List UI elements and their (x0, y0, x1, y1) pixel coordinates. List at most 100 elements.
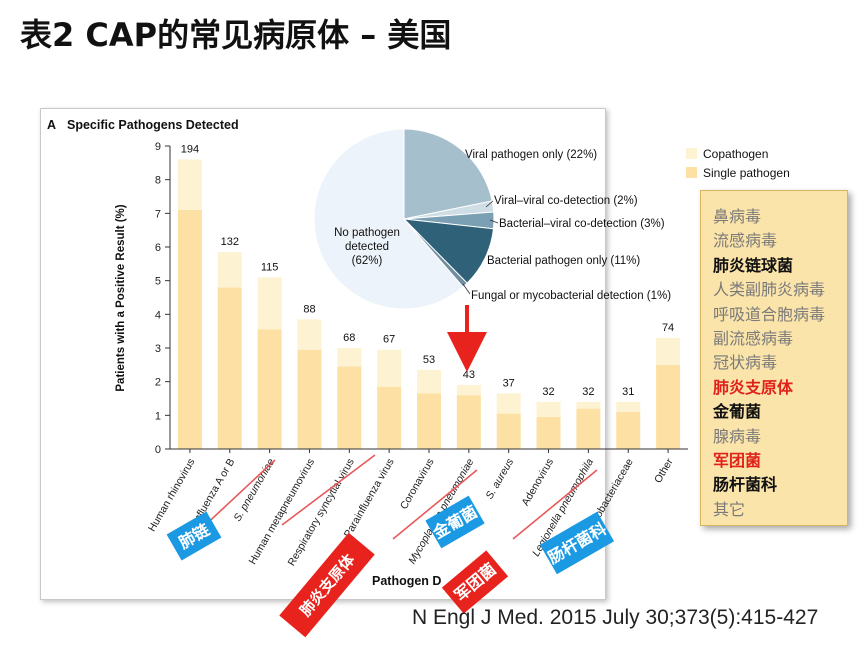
y-tick-label-9: 9 (155, 141, 161, 153)
bar-label-9: 32 (542, 386, 554, 398)
bar-copathogen-10 (576, 401, 601, 409)
y-tick-label-2: 2 (155, 377, 161, 389)
panel-label: A (47, 118, 56, 132)
pie-label-fungal: Fungal or mycobacterial detection (1%) (471, 290, 671, 302)
red-underline-3 (281, 454, 376, 526)
bar-copathogen-8 (496, 393, 521, 414)
pathogen-list-item-11: 肠杆菌科 (713, 475, 778, 495)
x-tick-label-2: S. pneumoniae (232, 456, 278, 523)
y-tick-label-7: 7 (155, 208, 161, 220)
legend-label-single: Single pathogen (703, 166, 790, 180)
bar-single-11 (616, 411, 641, 449)
pathogen-list-item-10: 军团菌 (713, 451, 762, 471)
bar-single-3 (297, 349, 322, 449)
pie-leader-fungal (462, 283, 471, 295)
bar-copathogen-6 (417, 369, 441, 394)
bar-single-8 (496, 413, 521, 449)
legend-swatch-copathogen (686, 148, 697, 159)
blue-tag-enterobacteriaceae-bg (539, 511, 615, 575)
pie-leader-bacterial-viral (489, 219, 499, 224)
bar-single-5 (377, 386, 402, 449)
bar-copathogen-7 (456, 385, 481, 396)
pie-label-viral-only: Viral pathogen only (22%) (465, 149, 597, 161)
bar-label-12: 74 (662, 322, 674, 334)
pie-leader-viral-viral (485, 200, 494, 208)
bar-label-8: 37 (503, 377, 515, 389)
y-tick-label-5: 5 (155, 276, 161, 288)
bar-label-4: 68 (343, 332, 355, 344)
pathogen-list-box: 鼻病毒流感病毒肺炎链球菌人类副肺炎病毒 呼吸道合胞病毒 副流感病毒冠状病毒肺炎支原体… (700, 190, 848, 526)
bar-copathogen-0 (177, 159, 202, 210)
bar-label-7: 43 (463, 369, 475, 381)
bar-label-10: 32 (582, 386, 594, 398)
pie-label-no-pathogen-1: No pathogen (334, 227, 400, 239)
bar-single-7 (456, 395, 481, 449)
citation: N Engl J Med. 2015 July 30;373(5):415-42… (412, 606, 819, 629)
pathogen-list-item-3: 人类副肺炎病毒 (713, 280, 826, 300)
red-tag-mycoplasma-bg (279, 532, 375, 638)
chart-title: Specific Pathogens Detected (67, 118, 239, 132)
pathogen-list-item-12: 其它 (713, 499, 746, 519)
red-underline-0 (199, 459, 276, 531)
y-tick-label-0: 0 (155, 444, 161, 456)
x-tick-label-8: S. aureus (483, 456, 516, 502)
pathogen-list-item-1: 流感病毒 (713, 231, 778, 251)
slide-title: 表2 CAP的常见病原体 – 美国 (20, 16, 452, 54)
bar-single-10 (576, 408, 601, 449)
y-axis-label: Patients with a Positive Result (%) (115, 204, 127, 391)
pathogen-list-item-5: 副流感病毒 (713, 329, 794, 349)
y-tick-label-4: 4 (155, 309, 161, 321)
blue-tag-pneumococcus: 肺链 (166, 511, 222, 561)
bar-single-0 (177, 209, 202, 449)
bar-copathogen-5 (377, 349, 402, 387)
y-tick-label-8: 8 (155, 175, 161, 187)
x-tick-label-6: Coronavirus (398, 457, 437, 512)
y-tick-label-6: 6 (155, 242, 161, 254)
bar-single-2 (257, 329, 282, 449)
blue-tag-s-aureus-bg (425, 495, 485, 549)
bar-label-6: 53 (423, 354, 435, 366)
pathogen-list-item-8: 金葡菌 (713, 402, 762, 422)
pathogen-list: 鼻病毒流感病毒肺炎链球菌人类副肺炎病毒 呼吸道合胞病毒 副流感病毒冠状病毒肺炎支原体… (701, 191, 847, 522)
pathogen-list-item-2: 肺炎链球菌 (713, 255, 794, 275)
bar-copathogen-12 (656, 337, 681, 365)
pie-label-bacterial-viral: Bacterial–viral co-detection (3%) (499, 218, 665, 230)
x-tick-label-1: Influenza A or B (190, 457, 237, 527)
pathogen-list-item-4: 呼吸道合胞病毒 (713, 304, 826, 324)
bar-label-5: 67 (383, 334, 395, 346)
pathogen-list-item-7: 肺炎支原体 (713, 377, 794, 397)
bar-label-3: 88 (303, 303, 315, 315)
y-tick-label-1: 1 (155, 410, 161, 422)
legend-swatch-single (686, 167, 697, 178)
blue-tag-s-aureus: 金葡菌 (425, 495, 485, 549)
x-tick-label-9: Adenovirus (519, 457, 556, 508)
bar-single-6 (417, 393, 441, 449)
red-underline-2 (512, 469, 598, 540)
pie-label-no-pathogen-2: detected (345, 241, 389, 253)
bar-copathogen-2 (257, 277, 282, 330)
y-tick-label-3: 3 (155, 343, 161, 355)
pie-label-viral-viral: Viral–viral co-detection (2%) (494, 195, 638, 207)
pie-slice-viral-only (403, 128, 493, 220)
pie-label-bacterial-only: Bacterial pathogen only (11%) (487, 255, 640, 267)
pie-label-no-pathogen-3: (62%) (352, 255, 383, 267)
bar-single-4 (337, 366, 362, 449)
pathogen-list-item-9: 腺病毒 (713, 426, 762, 446)
bar-single-12 (656, 364, 681, 449)
pathogen-list-item-0: 鼻病毒 (713, 207, 762, 226)
red-underline-1 (392, 469, 478, 540)
x-tick-label-12: Other (652, 456, 676, 485)
bar-single-9 (536, 417, 561, 449)
legend-label-copathogen: Copathogen (703, 147, 768, 161)
bar-copathogen-3 (297, 319, 322, 350)
pathogen-list-item-6: 冠状病毒 (713, 353, 778, 373)
bar-copathogen-4 (337, 348, 362, 367)
bar-label-1: 132 (221, 236, 239, 248)
bar-single-1 (217, 287, 242, 449)
pie-slice-no-pathogen (313, 128, 464, 310)
bar-copathogen-9 (536, 401, 561, 418)
bar-label-11: 31 (622, 386, 634, 398)
red-tag-legionella: 军团菌 (441, 550, 509, 614)
bar-label-0: 194 (181, 143, 199, 155)
